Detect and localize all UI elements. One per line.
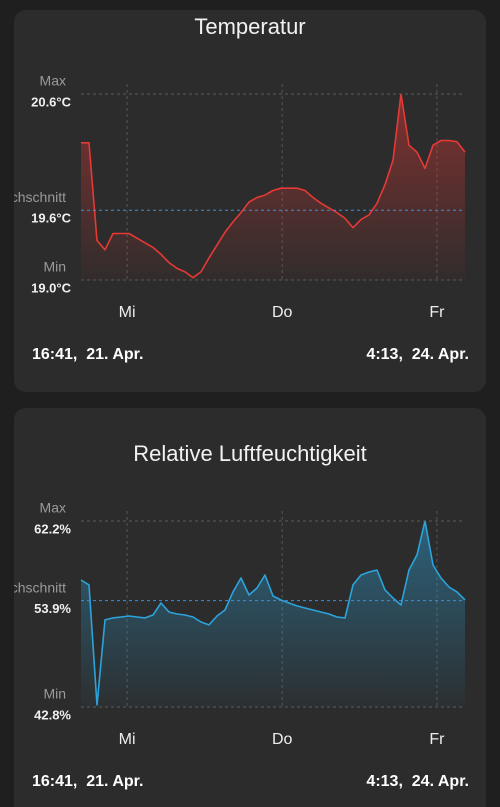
x-tick-label: Mi bbox=[119, 731, 136, 748]
y-tick-label: 62.2% bbox=[34, 521, 71, 536]
line bbox=[80, 520, 466, 706]
chart-title: Relative Luftfeuchtigkeit bbox=[133, 441, 367, 466]
chart-title: Temperatur bbox=[194, 14, 305, 39]
y-tick-label: 20.6°C bbox=[31, 94, 72, 109]
x-tick-label: Fr bbox=[429, 731, 445, 748]
y-tick-caption: Min bbox=[43, 259, 66, 275]
end-time: 4:13, 24. Apr. bbox=[366, 346, 469, 363]
x-tick-label: Fr bbox=[429, 304, 445, 321]
start-time: 16:41, 21. Apr. bbox=[32, 346, 143, 363]
y-tick-caption: Max bbox=[40, 500, 66, 516]
area bbox=[81, 94, 465, 280]
y-tick-caption: Max bbox=[40, 73, 66, 89]
end-time: 4:13, 24. Apr. bbox=[366, 773, 469, 790]
y-tick-label: 42.8% bbox=[34, 707, 71, 722]
y-tick-caption: Min bbox=[43, 686, 66, 702]
y-tick-label: 19.0°C bbox=[31, 280, 72, 295]
x-tick-label: Do bbox=[272, 731, 293, 748]
y-tick-label: 19.6°C bbox=[31, 211, 72, 226]
y-tick-caption: Durchschnitt bbox=[0, 189, 66, 205]
x-tick-label: Do bbox=[272, 304, 293, 321]
area bbox=[81, 521, 465, 707]
chart: Temperatur Mi Do Fr Min 19.0°C Durchschnitt 19.… bbox=[0, 14, 469, 363]
x-tick-label: Mi bbox=[119, 304, 136, 321]
y-tick-label: 53.9% bbox=[34, 601, 71, 616]
start-time: 16:41, 21. Apr. bbox=[32, 773, 143, 790]
chart: Relative Luftfeuchtigkeit Mi Do Fr Min 42.8% D… bbox=[0, 441, 469, 790]
y-tick-caption: Durchschnitt bbox=[0, 579, 66, 595]
